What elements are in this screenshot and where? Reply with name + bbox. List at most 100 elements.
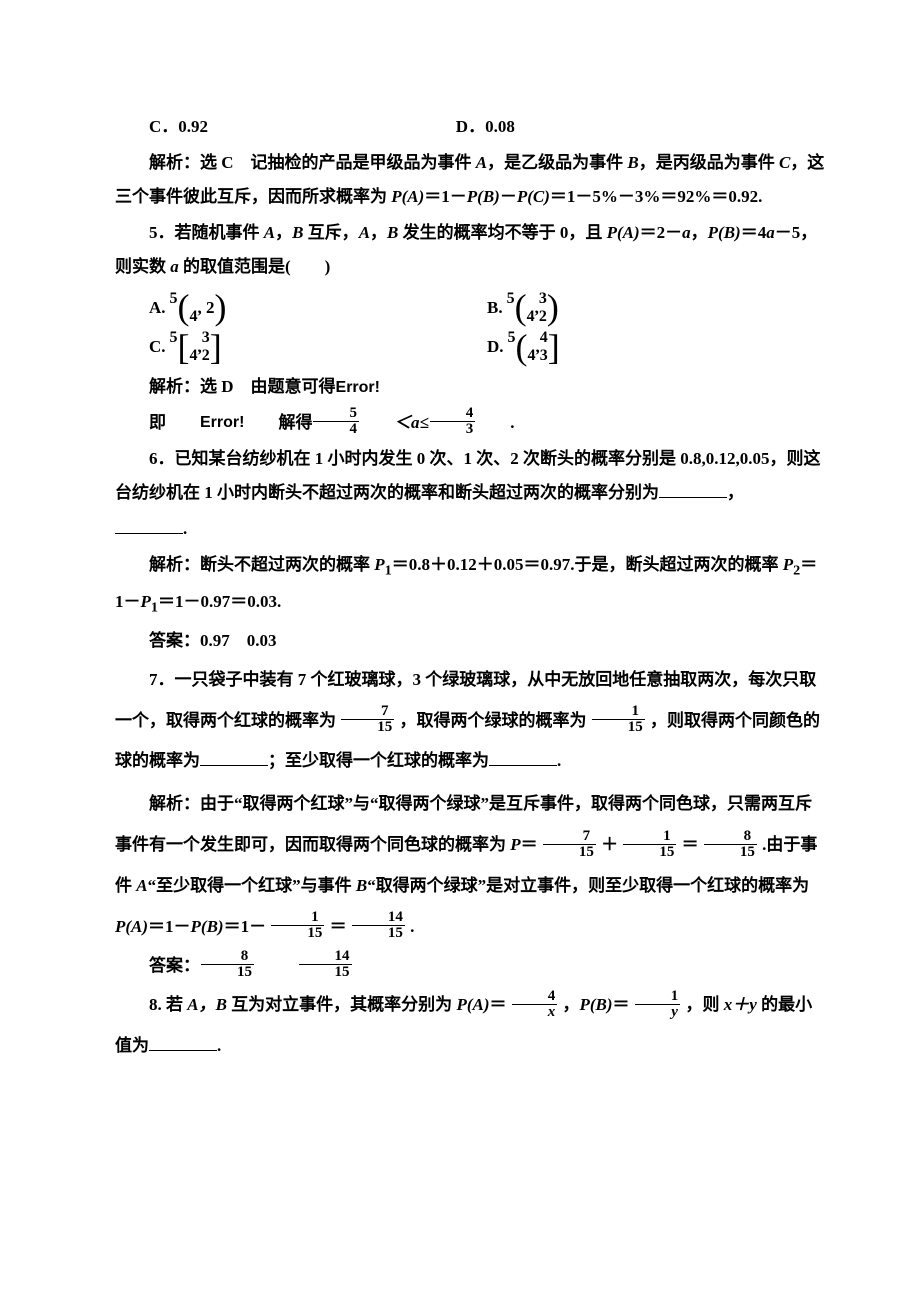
a7f2n: 14 bbox=[299, 949, 352, 964]
blank-6a bbox=[659, 480, 727, 498]
sym-b: B bbox=[627, 153, 638, 172]
q8-f: ，则 bbox=[686, 995, 724, 1014]
oc-bl: 4 bbox=[190, 347, 198, 365]
sol4-c: ，是丙级品为事件 bbox=[639, 153, 779, 172]
sym-c: C bbox=[779, 153, 790, 172]
a7f1n: 8 bbox=[205, 949, 251, 964]
sol7-k: . bbox=[410, 917, 414, 936]
q8-e: ＝ bbox=[613, 995, 630, 1014]
page-content: C．0.92 D．0.08 解析：选 C 记抽检的产品是甲级品为事件 A，是乙级… bbox=[0, 0, 920, 1302]
q7-e: . bbox=[557, 751, 561, 770]
s5f1d: 4 bbox=[313, 421, 359, 437]
q8AB: A，B bbox=[187, 995, 227, 1014]
s7f4n: 1 bbox=[275, 910, 321, 925]
ob-bl: 4 bbox=[527, 308, 535, 326]
od-tr: 4 bbox=[540, 329, 548, 347]
oc-tr: 3 bbox=[202, 329, 210, 347]
oa-tl: 5 bbox=[170, 290, 178, 308]
ob-tl: 5 bbox=[507, 290, 515, 308]
oc-br: 2 bbox=[202, 347, 210, 365]
od-lb: ( bbox=[516, 331, 528, 363]
solution-5a: 解析：选 D 由题意可得Error! bbox=[115, 370, 825, 404]
q5-A2: A bbox=[359, 223, 370, 242]
q7-d: ；至少取得一个红球的概率为 bbox=[268, 751, 489, 770]
q5-opt-b: B. 5. ( 4 , 32 ) bbox=[487, 290, 825, 325]
q5-a1: a bbox=[682, 223, 691, 242]
sol6-a: 解析：断头不超过两次的概率 bbox=[149, 555, 374, 574]
sol4-a: 解析：选 C 记抽检的产品是甲级品为事件 bbox=[149, 153, 476, 172]
sol7-b: ＝ bbox=[521, 835, 538, 854]
q5-opt-a: A. 5. ( 4 , 2 ) bbox=[149, 290, 487, 325]
q5-h: 的取值范围是( ) bbox=[179, 257, 331, 276]
q7f1d: 15 bbox=[341, 719, 394, 735]
q6-b: ， bbox=[727, 483, 744, 502]
sol5-c: 解得 bbox=[244, 406, 312, 440]
sym-a: A bbox=[476, 153, 487, 172]
sol7-g: “取得两个绿球”是对立事件，则至少取得一个红球的概率为 bbox=[367, 876, 809, 895]
a7f1d: 15 bbox=[201, 964, 254, 980]
sol7-c: ＋ bbox=[601, 835, 618, 854]
oa-bl: 4 bbox=[190, 308, 198, 326]
solution-6: 解析：断头不超过两次的概率 P1＝0.8＋0.12＋0.05＝0.97.于是，断… bbox=[115, 548, 825, 621]
p1: P bbox=[374, 555, 384, 574]
q6-c: . bbox=[183, 519, 187, 538]
sym-pa: P(A) bbox=[391, 187, 424, 206]
oc-lb: [ bbox=[178, 331, 190, 363]
error-2: Error! bbox=[166, 407, 244, 439]
s7f4d: 15 bbox=[271, 925, 324, 941]
ans6: 答案：0.97 0.03 bbox=[149, 631, 277, 650]
s7f1n: 7 bbox=[547, 829, 593, 844]
q8f1d: x bbox=[512, 1004, 558, 1020]
sol7-j: ＝ bbox=[330, 917, 347, 936]
q8PB: P(B) bbox=[579, 995, 612, 1014]
option-c: C．0.92 bbox=[149, 117, 208, 136]
q5-a: 5．若随机事件 bbox=[149, 223, 264, 242]
q8-b: 互为对立事件，其概率分别为 bbox=[227, 995, 457, 1014]
q7f2d: 15 bbox=[592, 719, 645, 735]
q5-e: ＝2－ bbox=[640, 223, 683, 242]
sol6-d: ＝1－0.97＝0.03. bbox=[158, 592, 281, 611]
od-br: 3 bbox=[540, 347, 548, 365]
oa-lb: ( bbox=[178, 291, 190, 323]
s7f5n: 14 bbox=[352, 910, 405, 925]
sol5-a: 解析：选 D 由题意可得 bbox=[149, 377, 336, 396]
q5-a2: a bbox=[766, 223, 775, 242]
q7f2n: 1 bbox=[596, 704, 642, 719]
q5-a3: a bbox=[170, 257, 179, 276]
s7f2d: 15 bbox=[623, 844, 676, 860]
a7f2d: 15 bbox=[299, 964, 352, 980]
sol4-b: ，是乙级品为事件 bbox=[487, 153, 627, 172]
sol4-e: ＝1－ bbox=[424, 187, 467, 206]
question-6: 6．已知某台纺纱机在 1 小时内发生 0 次、1 次、2 次断头的概率分别是 0… bbox=[115, 442, 825, 510]
q5-B: B bbox=[292, 223, 303, 242]
q5-pb: P(B) bbox=[708, 223, 741, 242]
s5f2d: 3 bbox=[430, 421, 476, 437]
option-row-cd: C．0.92 D．0.08 bbox=[115, 110, 825, 144]
s7PA: P(A) bbox=[115, 917, 148, 936]
q5-A: A bbox=[264, 223, 275, 242]
blank-7a bbox=[200, 748, 268, 766]
oc-rb: ] bbox=[210, 331, 222, 363]
od-rb: ] bbox=[548, 331, 560, 363]
q8-h: . bbox=[217, 1036, 221, 1055]
sol7-h: ＝1－ bbox=[148, 917, 191, 936]
s7f2n: 1 bbox=[627, 829, 673, 844]
q5-c: 互斥， bbox=[303, 223, 358, 242]
q8f2n: 1 bbox=[635, 989, 681, 1004]
answer-7: 答案： 815 1415 bbox=[115, 949, 825, 983]
option-d: D．0.08 bbox=[456, 117, 515, 136]
oc-tl: 5 bbox=[170, 329, 178, 347]
sol5-b: 即 bbox=[115, 406, 166, 440]
solution-7: 解析：由于“取得两个红球”与“取得两个绿球”是互斥事件，取得两个同色球，只需两互… bbox=[115, 784, 825, 947]
ob-tr: 3 bbox=[539, 290, 547, 308]
sol7-i: ＝1－ bbox=[224, 917, 267, 936]
q8-a: 8. 若 bbox=[149, 995, 187, 1014]
q5-b: ， bbox=[275, 223, 292, 242]
sol6-b: ＝0.8＋0.12＋0.05＝0.97.于是，断头超过两次的概率 bbox=[392, 555, 783, 574]
answer-6: 答案：0.97 0.03 bbox=[115, 624, 825, 658]
sub1: 1 bbox=[385, 563, 392, 579]
q8f1n: 4 bbox=[512, 989, 558, 1004]
sym-pb: P(B) bbox=[467, 187, 500, 206]
q5-opt-c: C. 5. [ 4 , 32 ] bbox=[149, 329, 487, 364]
sub1b: 1 bbox=[151, 600, 158, 616]
